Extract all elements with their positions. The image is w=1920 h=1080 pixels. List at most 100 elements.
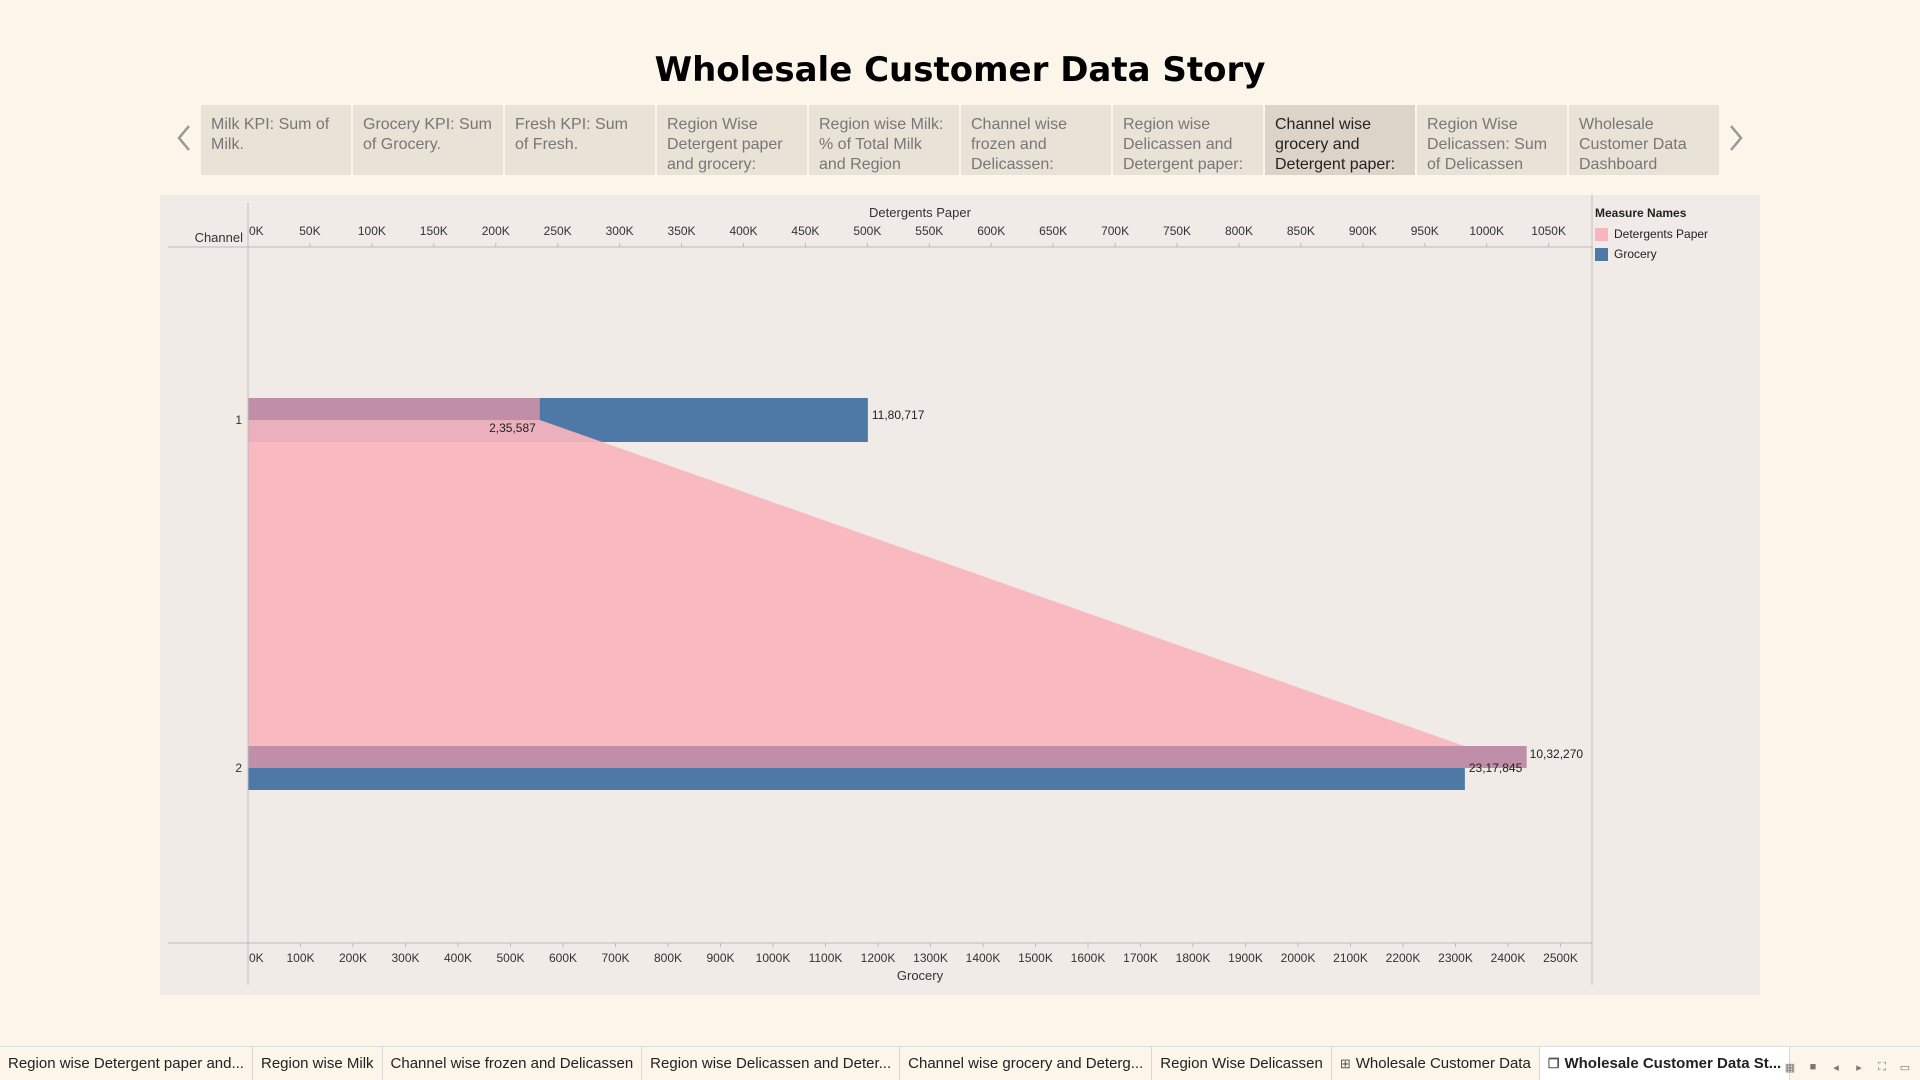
chevron-right-icon — [1730, 125, 1743, 151]
bottom-axis-tick-label: 2500K — [1543, 951, 1578, 965]
legend-item-detergents-paper[interactable]: Detergents Paper — [1595, 224, 1708, 244]
present-icon[interactable]: ▭ — [1899, 1061, 1911, 1074]
detergents-paper-data-label: 2,35,587 — [489, 421, 536, 435]
top-axis-tick-label: 1000K — [1469, 224, 1504, 238]
category-label: 1 — [235, 413, 242, 427]
storypoint-fresh-kpi[interactable]: Fresh KPI: Sum of Fresh. — [505, 105, 655, 175]
tab-channel-frozen-delicassen[interactable]: Channel wise frozen and Delicassen — [383, 1047, 643, 1080]
bottom-axis-tick-label: 900K — [706, 951, 734, 965]
legend-label: Grocery — [1614, 247, 1657, 261]
tab-label: Channel wise grocery and Deterg... — [908, 1054, 1144, 1072]
grocery-data-label: 11,80,717 — [872, 408, 925, 422]
dual-axis-bar-chart: Channel Detergents Paper 0K 50K 100K 150K 200K… — [168, 195, 1593, 985]
bottom-axis-title: Grocery — [897, 968, 944, 983]
top-axis-title: Detergents Paper — [869, 205, 972, 220]
top-axis-tick-label: 900K — [1349, 224, 1377, 238]
story-title: Wholesale Customer Data Story — [654, 50, 1266, 90]
bottom-axis-tick-label: 2100K — [1333, 951, 1368, 965]
storypoint-region-milk[interactable]: Region wise Milk: % of Total Milk and Re… — [809, 105, 959, 175]
bottom-axis-tick-label: 1100K — [809, 951, 843, 965]
tab-region-detergent-paper[interactable]: Region wise Detergent paper and... — [0, 1047, 253, 1080]
storypoint-channel-grocery-detergent[interactable]: Channel wise grocery and Detergent paper… — [1265, 105, 1415, 175]
tab-region-delicassen-detergent[interactable]: Region wise Delicassen and Deter... — [642, 1047, 901, 1080]
top-axis-tick-label: 800K — [1225, 224, 1253, 238]
bottom-axis-tick-label: 2400K — [1491, 951, 1526, 965]
top-axis-tick-label: 300K — [606, 224, 634, 238]
prev-sheet-icon[interactable]: ◂ — [1833, 1061, 1839, 1074]
tab-label: Region wise Detergent paper and... — [8, 1054, 244, 1072]
storypoint-milk-kpi[interactable]: Milk KPI: Sum of Milk. — [201, 105, 351, 175]
fullscreen-icon[interactable]: ⛶ — [1878, 1060, 1886, 1073]
storypoint-dashboard[interactable]: Wholesale Customer Data Dashboard — [1569, 105, 1719, 175]
top-axis-tick-label: 700K — [1101, 224, 1129, 238]
bottom-axis-tick-label: 600K — [549, 951, 577, 965]
bottom-axis-tick-label: 1600K — [1071, 951, 1106, 965]
bottom-axis-tick-label: 1800K — [1176, 951, 1211, 965]
tab-label: Region wise Milk — [260, 1054, 374, 1072]
storypoint-region-delicassen[interactable]: Region Wise Delicassen: Sum of Delicasse… — [1417, 105, 1567, 175]
legend: Measure Names Detergents Paper Grocery — [1595, 206, 1708, 264]
top-axis-tick-label: 550K — [915, 224, 943, 238]
bottom-axis-tick-label: 2000K — [1281, 951, 1316, 965]
tab-label: Region Wise Delicassen — [1160, 1054, 1323, 1072]
category-label: 2 — [235, 761, 242, 775]
story-icon: ❐ — [1547, 1055, 1560, 1071]
previous-storypoint-button[interactable] — [170, 118, 198, 158]
bottom-axis-tick-label: 1000K — [756, 951, 791, 965]
top-axis-tick-label: 500K — [853, 224, 881, 238]
sheet-view-controls: ▦ ■ ◂ ▸ ⛶ ▭ — [1783, 1060, 1912, 1074]
top-axis-tick-label: 400K — [729, 224, 757, 238]
row-header-label: Channel — [195, 230, 244, 245]
bottom-axis-tick-label: 1700K — [1123, 951, 1158, 965]
tab-channel-grocery-detergent[interactable]: Channel wise grocery and Deterg... — [900, 1047, 1153, 1080]
bottom-axis-tick-label: 400K — [444, 951, 472, 965]
detergents-paper-area — [248, 420, 1527, 768]
tab-wholesale-dashboard[interactable]: ⊞ Wholesale Customer Data — [1332, 1047, 1540, 1080]
tab-wholesale-story[interactable]: ❐ Wholesale Customer Data St... — [1539, 1047, 1791, 1080]
bottom-axis-tick-label: 200K — [339, 951, 367, 965]
top-axis-tick-label: 950K — [1411, 224, 1439, 238]
top-axis-tick-label: 1050K — [1531, 224, 1566, 238]
top-axis-tick-label: 150K — [420, 224, 448, 238]
top-axis-tick-label: 850K — [1287, 224, 1315, 238]
storypoint-navigator: Milk KPI: Sum of Milk. Grocery KPI: Sum … — [201, 105, 1719, 175]
bottom-axis-tick-label: 1500K — [1018, 951, 1053, 965]
tab-label: Channel wise frozen and Delicassen — [390, 1054, 634, 1072]
filmstrip-icon[interactable]: ■ — [1809, 1061, 1817, 1073]
next-storypoint-button[interactable] — [1722, 118, 1750, 158]
top-axis-tick-label: 650K — [1039, 224, 1067, 238]
tab-label: Wholesale Customer Data St... — [1564, 1054, 1782, 1072]
detergents-paper-band-outline — [248, 398, 540, 420]
bottom-axis-tick-label: 300K — [391, 951, 419, 965]
tab-region-milk[interactable]: Region wise Milk — [253, 1047, 383, 1080]
top-axis-tick-label: 0K — [249, 224, 264, 238]
legend-title: Measure Names — [1595, 206, 1687, 220]
bottom-axis-tick-label: 1300K — [913, 951, 948, 965]
storypoint-channel-frozen-delicassen[interactable]: Channel wise frozen and Delicassen: — [961, 105, 1111, 175]
top-axis-tick-label: 100K — [358, 224, 386, 238]
bottom-axis-tick-label: 500K — [496, 951, 524, 965]
storypoint-grocery-kpi[interactable]: Grocery KPI: Sum of Grocery. — [353, 105, 503, 175]
chart-panel: Channel Detergents Paper 0K 50K 100K 150K 200K… — [160, 195, 1760, 995]
bottom-axis-tick-label: 100K — [286, 951, 314, 965]
top-axis-tick-label: 200K — [482, 224, 510, 238]
bottom-axis-tick-label: 0K — [249, 951, 264, 965]
top-axis-tick-label: 450K — [791, 224, 819, 238]
bottom-axis-tick-label: 800K — [654, 951, 682, 965]
tab-region-delicassen[interactable]: Region Wise Delicassen — [1152, 1047, 1332, 1080]
bottom-axis-tick-label: 2300K — [1438, 951, 1473, 965]
top-axis-tick-label: 350K — [668, 224, 696, 238]
bottom-axis-tick-label: 700K — [601, 951, 629, 965]
tab-label: Wholesale Customer Data — [1355, 1054, 1531, 1072]
detergents-paper-data-label: 10,32,270 — [1530, 747, 1584, 761]
bottom-axis-tick-label: 1200K — [861, 951, 896, 965]
top-axis-tick-label: 50K — [299, 224, 320, 238]
bottom-axis-tick-label: 2200K — [1386, 951, 1421, 965]
detergents-paper-band — [248, 746, 1527, 768]
storypoint-region-detergent-grocery[interactable]: Region Wise Detergent paper and grocery: — [657, 105, 807, 175]
storypoint-region-delicassen-detergent[interactable]: Region wise Delicassen and Detergent pap… — [1113, 105, 1263, 175]
legend-item-grocery[interactable]: Grocery — [1595, 244, 1708, 264]
top-axis-tick-label: 600K — [977, 224, 1005, 238]
next-sheet-icon[interactable]: ▸ — [1856, 1061, 1862, 1074]
grid-view-icon[interactable]: ▦ — [1784, 1061, 1796, 1074]
